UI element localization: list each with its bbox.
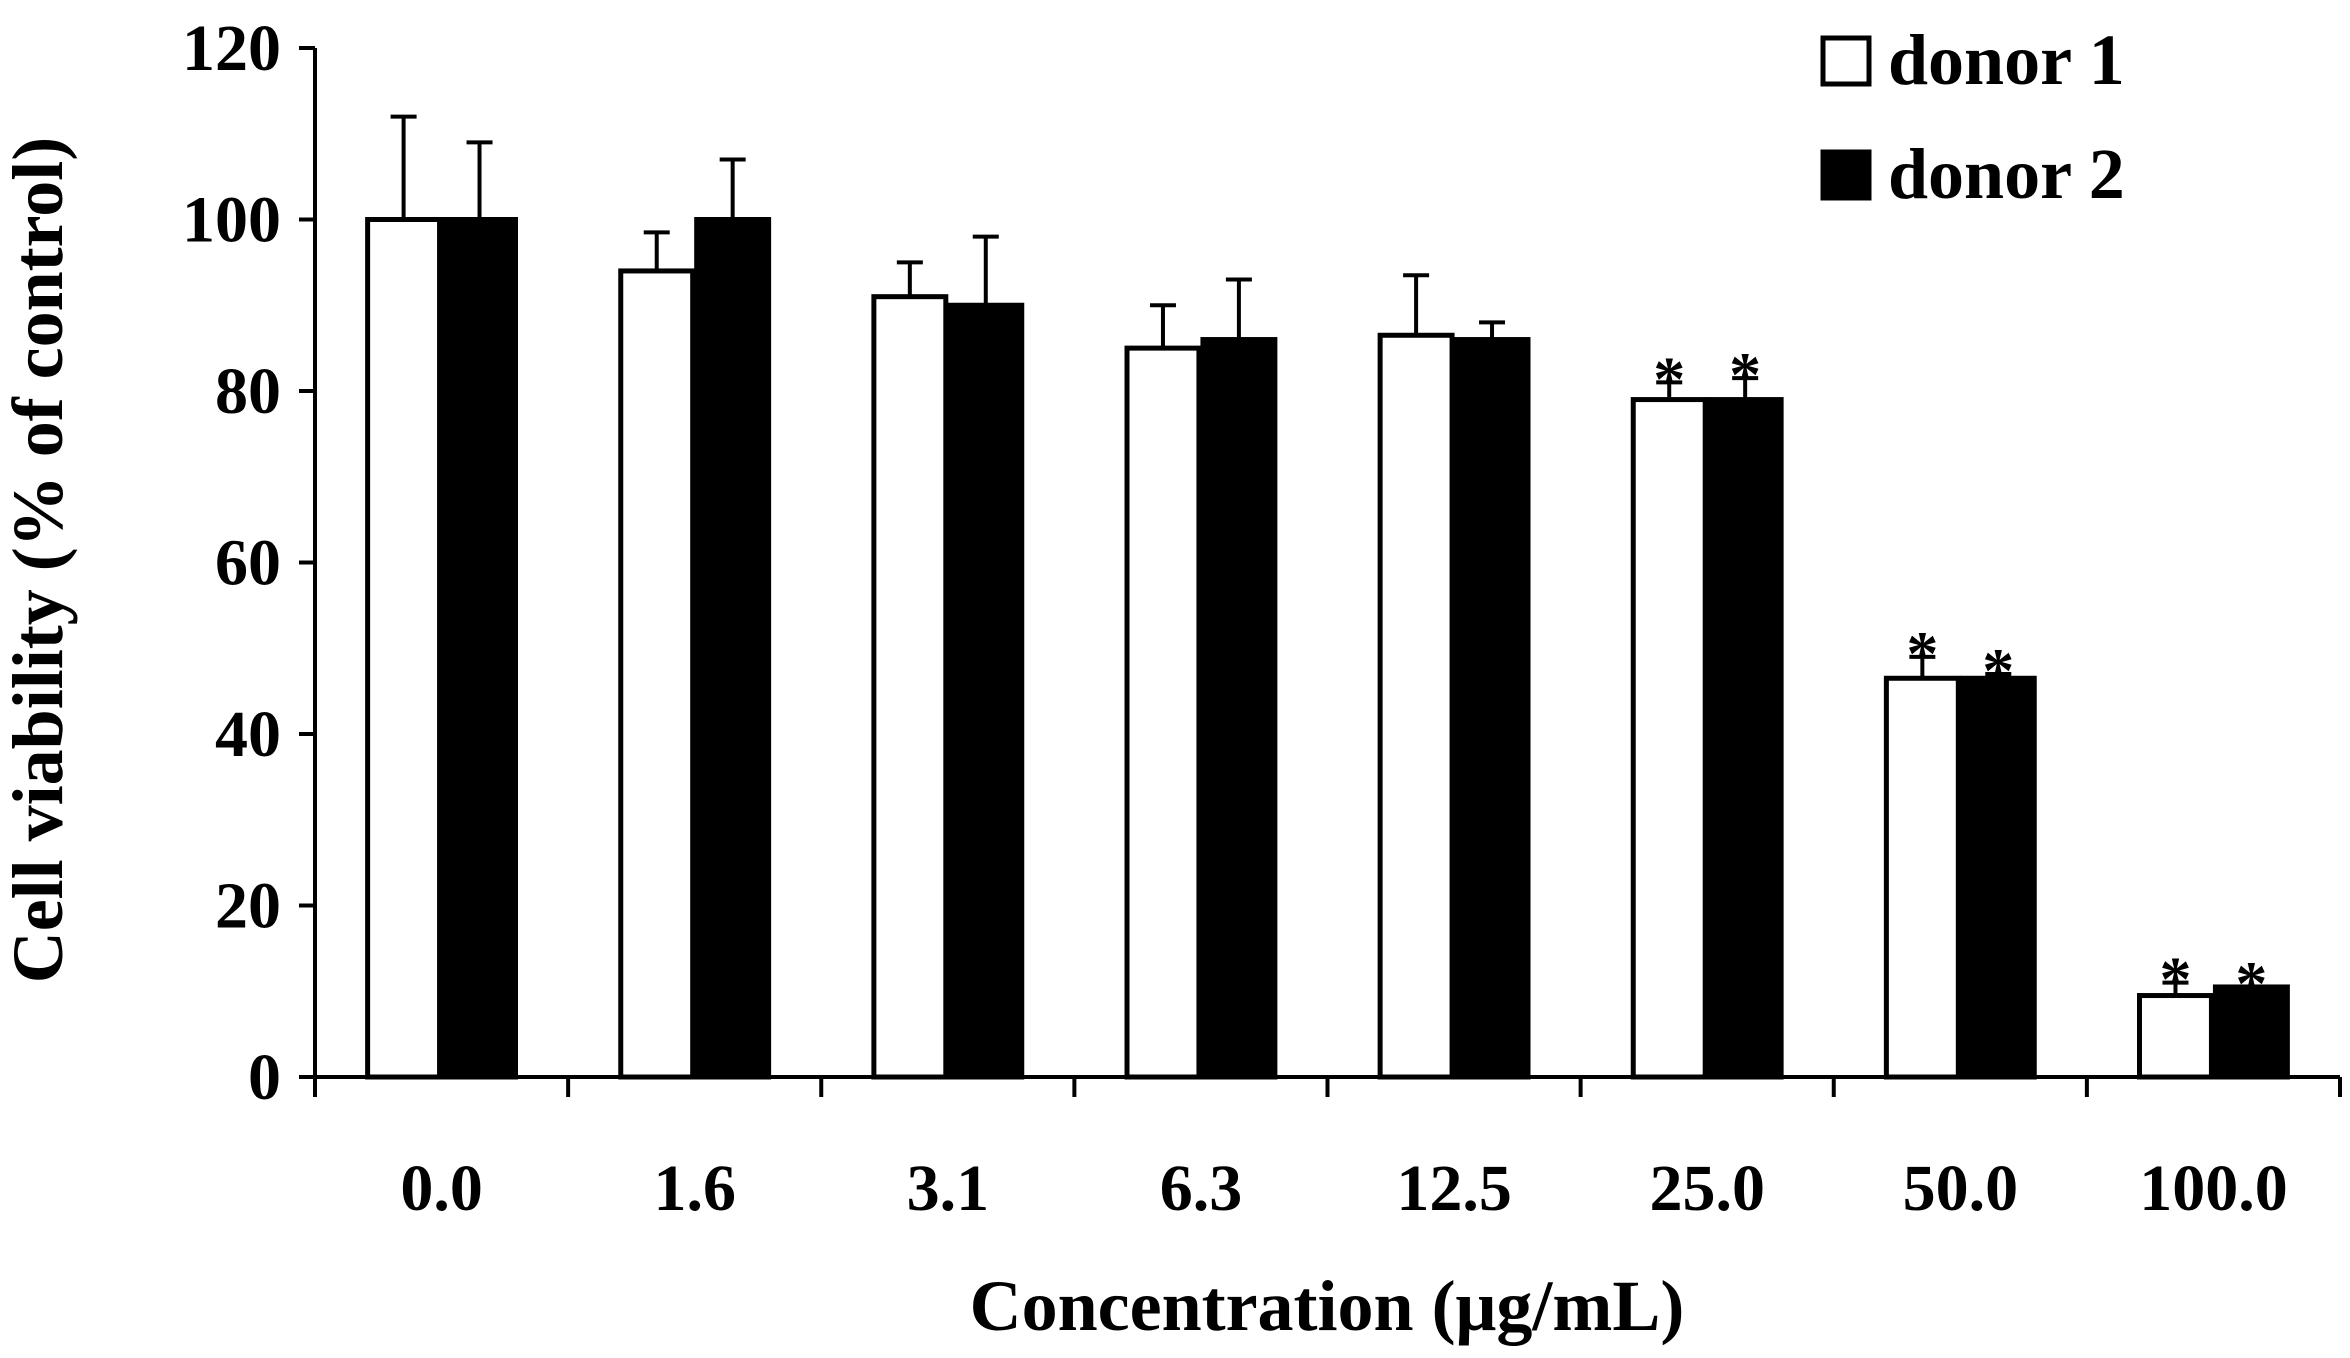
bar-donor-2 bbox=[1200, 337, 1278, 1080]
legend-item-donor-1: donor 1 bbox=[1820, 20, 2125, 100]
x-tick-label: 3.1 bbox=[907, 1152, 990, 1225]
y-tick-label: 100 bbox=[182, 184, 281, 257]
y-tick-label: 0 bbox=[248, 1041, 281, 1114]
bar-donor-2 bbox=[947, 302, 1025, 1080]
bar-donor-1 bbox=[365, 217, 443, 1080]
x-tick-label: 50.0 bbox=[1903, 1152, 2019, 1225]
x-axis-title: Concentration (μg/mL) bbox=[970, 1266, 1685, 1346]
x-tick-label: 0.0 bbox=[400, 1152, 483, 1225]
bar-donor-2 bbox=[1453, 337, 1531, 1080]
x-tick-label: 1.6 bbox=[653, 1152, 736, 1225]
y-tick-label: 60 bbox=[215, 527, 281, 600]
bar-donor-1 bbox=[2137, 993, 2214, 1080]
x-axis-ticks: 0.0 1.6 3.1 6.3 12.5 25.0 50.0 100.0 bbox=[313, 1077, 2342, 1225]
bars bbox=[365, 217, 2290, 1080]
significance-star: * bbox=[1653, 343, 1685, 414]
significance-star: * bbox=[1982, 635, 2014, 706]
legend-label-donor-1: donor 1 bbox=[1888, 20, 2125, 100]
bar-donor-2 bbox=[2212, 984, 2290, 1080]
bar-donor-1 bbox=[1124, 345, 1202, 1080]
bar-donor-1 bbox=[871, 294, 949, 1080]
significance-markers: * * * * * * bbox=[1653, 339, 2267, 1019]
bar-donor-1 bbox=[1630, 397, 1708, 1080]
legend-swatch-donor-1 bbox=[1820, 35, 1872, 87]
bar-donor-2 bbox=[1959, 675, 2037, 1080]
bar-donor-1 bbox=[618, 268, 696, 1080]
significance-star: * bbox=[2159, 944, 2191, 1015]
x-tick-label: 100.0 bbox=[2139, 1152, 2288, 1225]
legend-item-donor-2: donor 2 bbox=[1820, 134, 2125, 214]
bar-donor-1 bbox=[1377, 332, 1455, 1080]
x-tick-label: 12.5 bbox=[1396, 1152, 1512, 1225]
y-tick-label: 40 bbox=[215, 698, 281, 771]
significance-star: * bbox=[2235, 948, 2267, 1019]
y-tick-label: 80 bbox=[215, 355, 281, 428]
bar-donor-2 bbox=[441, 217, 518, 1080]
significance-star: * bbox=[1729, 339, 1761, 410]
x-tick-label: 6.3 bbox=[1160, 1152, 1243, 1225]
y-tick-label: 120 bbox=[182, 12, 281, 85]
bar-donor-2 bbox=[694, 217, 772, 1080]
bar-donor-1 bbox=[1883, 675, 1961, 1080]
x-tick-label: 25.0 bbox=[1649, 1152, 1765, 1225]
y-axis-title: Cell viability (% of control) bbox=[0, 137, 78, 984]
bar-donor-2 bbox=[1706, 397, 1784, 1080]
legend-label-donor-2: donor 2 bbox=[1888, 134, 2125, 214]
legend-swatch-donor-2 bbox=[1820, 149, 1872, 201]
y-tick-label: 20 bbox=[215, 870, 281, 943]
significance-star: * bbox=[1906, 618, 1938, 689]
legend: donor 1 donor 2 bbox=[1820, 20, 2125, 214]
y-axis-ticks: 0 20 40 60 80 100 120 bbox=[182, 12, 315, 1114]
